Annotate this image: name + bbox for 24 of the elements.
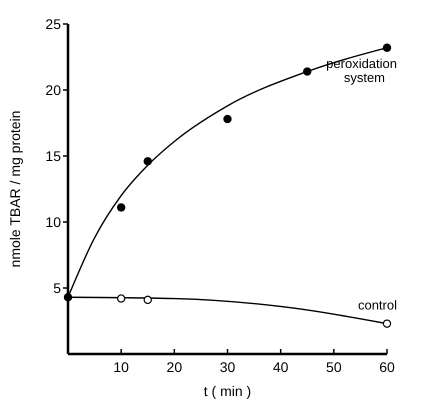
x-tick-label: 40 (272, 359, 289, 375)
point (144, 157, 152, 166)
y-tick-label: 15 (45, 148, 62, 164)
y-tick-label: 20 (45, 82, 62, 98)
x-tick-label: 30 (220, 359, 236, 375)
x-axis-title: t ( min ) (204, 383, 252, 399)
x-tick-label: 20 (166, 359, 182, 375)
series-label: control (358, 298, 398, 313)
y-tick-label: 10 (45, 214, 62, 230)
point (116, 203, 126, 212)
series-label: peroxidation system (326, 56, 397, 85)
point (382, 319, 392, 328)
y-tick-label: 5 (53, 280, 62, 296)
point (116, 294, 126, 303)
y-axis-title: nmole TBAR / mg protein (7, 110, 23, 268)
point (144, 296, 152, 304)
point (223, 114, 232, 124)
point (303, 67, 312, 76)
point (64, 293, 72, 302)
y-tick-label: 25 (45, 16, 62, 32)
x-tick-label: 10 (113, 359, 130, 375)
x-tick-label: 60 (379, 359, 395, 375)
point (382, 44, 392, 52)
x-tick-label: 50 (326, 359, 342, 375)
